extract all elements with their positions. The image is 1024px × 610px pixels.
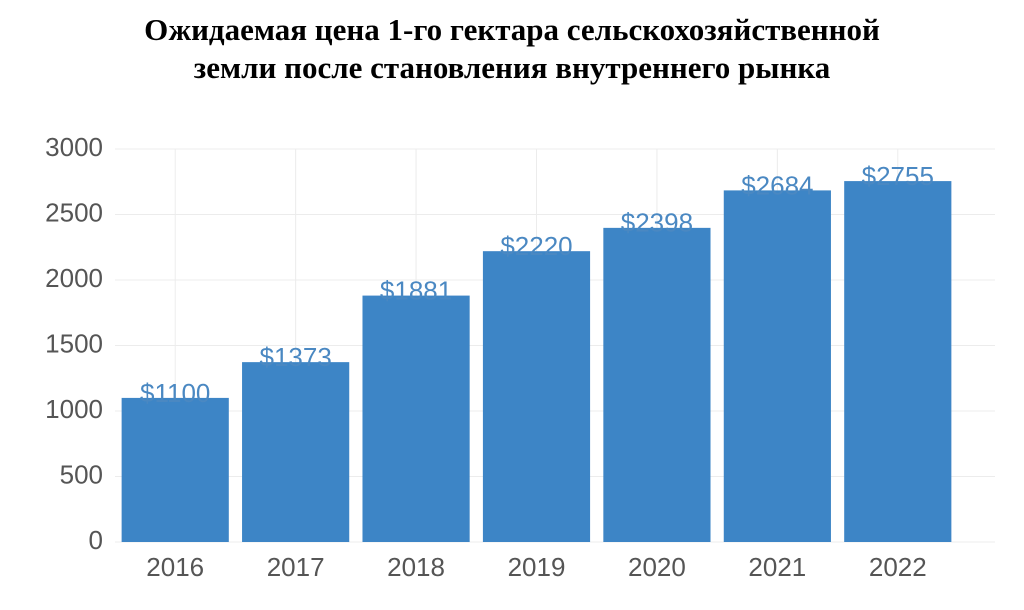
y-tick-label: 500 [60, 459, 103, 489]
value-label: $2755 [862, 161, 934, 191]
y-tick-label: 1000 [45, 394, 103, 424]
y-tick-label: 2500 [45, 197, 103, 227]
bar [242, 362, 350, 542]
bar [723, 190, 831, 542]
x-tick-label: 2020 [628, 552, 686, 582]
chart-title: Ожидаемая цена 1-го гектара сельскохозяй… [144, 12, 880, 47]
value-label: $2220 [500, 231, 572, 261]
y-tick-label: 0 [89, 525, 103, 555]
value-label: $1373 [259, 342, 331, 372]
bar [603, 227, 711, 542]
value-label: $2684 [741, 170, 813, 200]
y-tick-label: 3000 [45, 132, 103, 162]
bar [482, 251, 591, 542]
y-tick-label: 2000 [45, 263, 103, 293]
value-label: $2398 [621, 208, 693, 238]
x-tick-label: 2017 [267, 552, 325, 582]
x-tick-label: 2016 [146, 552, 204, 582]
value-label: $1100 [140, 378, 210, 408]
chart-title: земли после становления внутреннего рынк… [194, 50, 831, 85]
x-tick-label: 2021 [748, 552, 806, 582]
x-tick-label: 2018 [387, 552, 445, 582]
x-tick-label: 2019 [508, 552, 566, 582]
bar [362, 295, 470, 542]
value-label: $1881 [380, 275, 452, 305]
y-tick-label: 1500 [45, 328, 103, 358]
x-tick-label: 2022 [869, 552, 927, 582]
bar [121, 397, 229, 542]
bar [844, 181, 952, 542]
